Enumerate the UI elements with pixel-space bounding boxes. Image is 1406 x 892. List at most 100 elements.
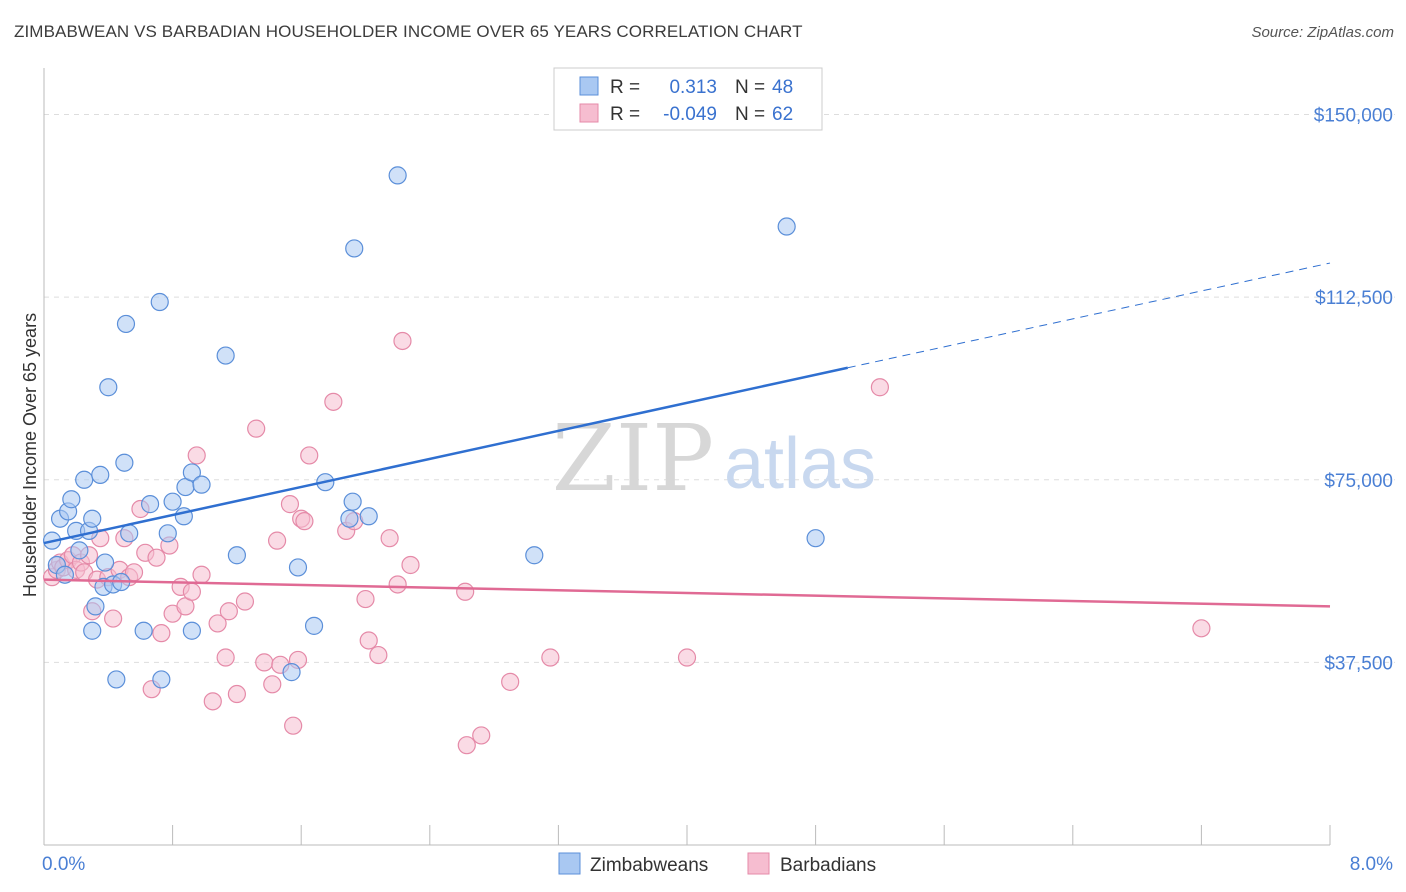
legend-n-label-1: N = [735, 77, 765, 98]
zimbabweans-point-31 [182, 463, 201, 482]
zimbabweans-trend-extension [847, 262, 1331, 369]
zimbabweans-point-34 [216, 346, 235, 365]
zimbabweans-point-32 [182, 621, 201, 640]
zimbabweans-point-22 [120, 524, 139, 543]
barbadians-point-51 [356, 589, 375, 609]
bottom-legend-label-zimbabweans: Zimbabweans [590, 855, 708, 876]
barbadians-point-58 [456, 582, 475, 601]
barbadians-point-36 [235, 592, 255, 611]
barbadians-point-46 [295, 512, 314, 531]
barbadians-point-64 [870, 378, 890, 397]
zimbabweans-point-12 [86, 597, 105, 616]
barbadians-point-43 [284, 716, 303, 735]
barbadians-point-60 [472, 726, 491, 745]
x-tick-labels: 0.0% 8.0% [42, 854, 1393, 875]
barbadians-point-65 [1192, 619, 1211, 638]
barbadians-point-23 [152, 624, 171, 643]
barbadians-point-37 [247, 419, 266, 438]
barbadians-point-39 [263, 675, 282, 694]
grid-lines [44, 114, 1395, 663]
barbadians-point-34 [219, 602, 238, 621]
y-axis-label: Householder Income Over 65 years [20, 313, 40, 597]
legend-swatch-zimbabweans [579, 76, 599, 96]
watermark: ZIP atlas [552, 405, 876, 512]
zimbabweans-point-8 [75, 470, 94, 489]
barbadians-point-47 [300, 446, 319, 465]
bottom-legend-swatch-barbadians [747, 852, 770, 875]
zimbabweans-point-20 [115, 453, 134, 472]
barbadians-point-63 [677, 648, 697, 667]
legend-n-label-2: N = [735, 104, 765, 125]
watermark-zip: ZIP [552, 405, 714, 512]
legend-r-label-1: R = [610, 77, 640, 98]
zimbabweans-point-43 [359, 507, 378, 526]
legend-r-value-1: 0.313 [669, 77, 717, 98]
barbadians-trend-line [43, 578, 1331, 608]
zimbabweans-point-7 [70, 541, 89, 560]
zimbabweans-point-15 [95, 553, 115, 572]
legend-swatch-barbadians [579, 103, 599, 123]
barbadians-point-31 [203, 692, 222, 711]
barbadians-point-53 [369, 645, 388, 665]
axes [43, 68, 1331, 846]
zimbabweans-trend-line [43, 366, 849, 545]
barbadians-point-14 [104, 609, 123, 628]
zimbabweans-point-21 [116, 314, 136, 334]
top-legend: R = 0.313 N = 48 R = -0.049 N = 62 [553, 67, 823, 131]
zimbabweans-point-23 [134, 621, 153, 640]
zimbabweans-point-5 [62, 490, 81, 509]
zimbabweans-point-37 [288, 558, 308, 577]
barbadians-point-33 [216, 648, 235, 667]
legend-r-value-2: -0.049 [663, 104, 717, 125]
zimbabweans-point-47 [806, 529, 825, 548]
x-tick-label-max: 8.0% [1350, 854, 1393, 875]
barbadians-points [42, 331, 1211, 755]
zimbabweans-point-45 [525, 546, 544, 565]
zimbabweans-point-33 [192, 475, 211, 494]
zimbabweans-point-42 [345, 239, 364, 258]
zimbabweans-point-44 [388, 166, 407, 185]
zimbabweans-point-18 [107, 670, 126, 689]
y-tick-label-2: $112,500 [1315, 288, 1393, 309]
barbadians-point-52 [359, 631, 378, 650]
bottom-legend: Zimbabweans Barbadians [558, 852, 876, 876]
zimbabweans-points [42, 166, 825, 689]
zimbabweans-point-35 [227, 546, 246, 565]
barbadians-point-29 [187, 446, 206, 465]
trend-lines [43, 262, 1331, 608]
zimbabweans-point-36 [282, 663, 301, 682]
barbadians-point-57 [401, 555, 420, 575]
zimbabweans-point-28 [163, 492, 182, 511]
barbadians-point-59 [457, 736, 476, 755]
chart-title: ZIMBABWEAN VS BARBADIAN HOUSEHOLDER INCO… [14, 22, 803, 41]
watermark-atlas: atlas [724, 424, 876, 504]
zimbabweans-point-13 [91, 465, 110, 484]
y-tick-label-1: $75,000 [1324, 471, 1393, 492]
zimbabweans-point-16 [99, 378, 118, 397]
bottom-legend-label-barbadians: Barbadians [780, 855, 876, 876]
zimbabweans-point-41 [343, 492, 362, 511]
barbadians-point-22 [147, 548, 166, 567]
legend-n-value-2: 62 [772, 104, 793, 125]
y-tick-labels: $37,500 $75,000 $112,500 $150,000 [1314, 106, 1393, 675]
zimbabweans-point-11 [83, 509, 102, 528]
zimbabweans-point-46 [777, 217, 796, 236]
y-tick-label-3: $150,000 [1314, 106, 1393, 127]
zimbabweans-point-24 [140, 495, 160, 514]
barbadians-point-42 [280, 495, 300, 514]
barbadians-point-38 [255, 653, 274, 672]
zimbabweans-point-40 [340, 509, 359, 528]
bottom-legend-swatch-zimbabweans [558, 852, 581, 875]
zimbabweans-point-27 [158, 524, 177, 543]
barbadians-point-48 [324, 392, 343, 411]
zimbabweans-point-38 [304, 616, 324, 635]
barbadians-point-61 [501, 672, 520, 691]
source-label: Source: ZipAtlas.com [1251, 24, 1394, 41]
zimbabweans-point-25 [150, 292, 169, 312]
barbadians-point-30 [192, 565, 211, 584]
barbadians-point-54 [380, 529, 399, 548]
barbadians-point-55 [388, 575, 407, 594]
barbadians-point-35 [227, 684, 246, 704]
legend-n-value-1: 48 [772, 77, 793, 98]
